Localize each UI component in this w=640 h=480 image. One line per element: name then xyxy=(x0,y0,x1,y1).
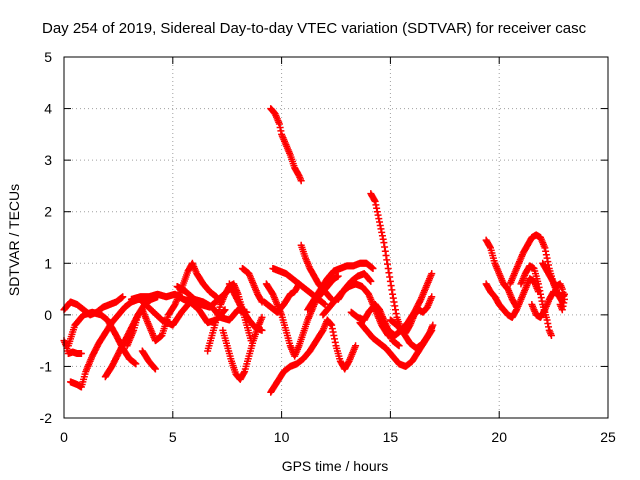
series-arc33 xyxy=(528,288,568,321)
series-arc16 xyxy=(267,105,305,185)
series-arc28 xyxy=(386,316,437,352)
series-arc13 xyxy=(225,280,266,334)
y-tick-label: 0 xyxy=(44,307,52,323)
series-arc29 xyxy=(482,236,521,311)
series-arc26 xyxy=(356,319,436,370)
series-arc14 xyxy=(238,264,266,306)
series-arc34 xyxy=(539,259,568,314)
grid-lines xyxy=(64,57,608,418)
y-axis-label: SDTVAR / TECUs xyxy=(6,184,22,296)
data-point xyxy=(395,342,403,350)
series-arc17 xyxy=(267,316,360,396)
data-point xyxy=(151,365,159,373)
x-tick-label: 25 xyxy=(600,429,616,445)
y-tick-label: -1 xyxy=(40,358,53,374)
series-arc15 xyxy=(260,280,303,316)
data-point xyxy=(132,360,140,368)
x-tick-label: 0 xyxy=(60,429,68,445)
series-arc30 xyxy=(482,275,542,321)
y-tick-label: 1 xyxy=(44,255,52,271)
y-tick-label: -2 xyxy=(40,410,53,426)
data-point xyxy=(321,301,329,309)
x-tick-label: 10 xyxy=(274,429,290,445)
y-tick-label: 4 xyxy=(44,101,52,117)
series-arc32 xyxy=(517,262,555,339)
x-tick-label: 20 xyxy=(491,429,507,445)
data-point xyxy=(334,272,342,280)
x-axis-label: GPS time / hours xyxy=(282,458,389,474)
x-tick-label: 5 xyxy=(169,429,177,445)
data-point xyxy=(119,293,127,301)
data-point xyxy=(258,326,266,334)
data-point xyxy=(352,342,360,350)
y-tick-label: 3 xyxy=(44,152,52,168)
data-point xyxy=(556,301,564,309)
plot-area xyxy=(64,57,608,418)
series-arc08 xyxy=(136,295,229,329)
data-point xyxy=(297,177,305,185)
data-point xyxy=(367,277,375,285)
series-arc23 xyxy=(334,270,375,303)
data-point xyxy=(369,264,377,272)
x-tick-label: 15 xyxy=(383,429,399,445)
data-point xyxy=(428,270,436,278)
data-series xyxy=(60,105,568,396)
y-tick-label: 5 xyxy=(44,49,52,65)
data-point xyxy=(547,331,555,339)
axis-ticks: 0 5 10 15 20 25 -2 -1 0 1 2 3 4 5 xyxy=(40,49,616,445)
plot-frame xyxy=(63,56,609,419)
data-point xyxy=(429,321,437,329)
series-arc21 xyxy=(304,259,377,314)
data-point xyxy=(77,350,85,358)
data-point xyxy=(258,313,266,321)
series-arc27 xyxy=(371,270,436,339)
chart-title: Day 254 of 2019, Sidereal Day-to-day VTE… xyxy=(42,20,587,37)
y-tick-label: 2 xyxy=(44,204,52,220)
data-point xyxy=(428,293,436,301)
series-arc09 xyxy=(138,347,159,373)
